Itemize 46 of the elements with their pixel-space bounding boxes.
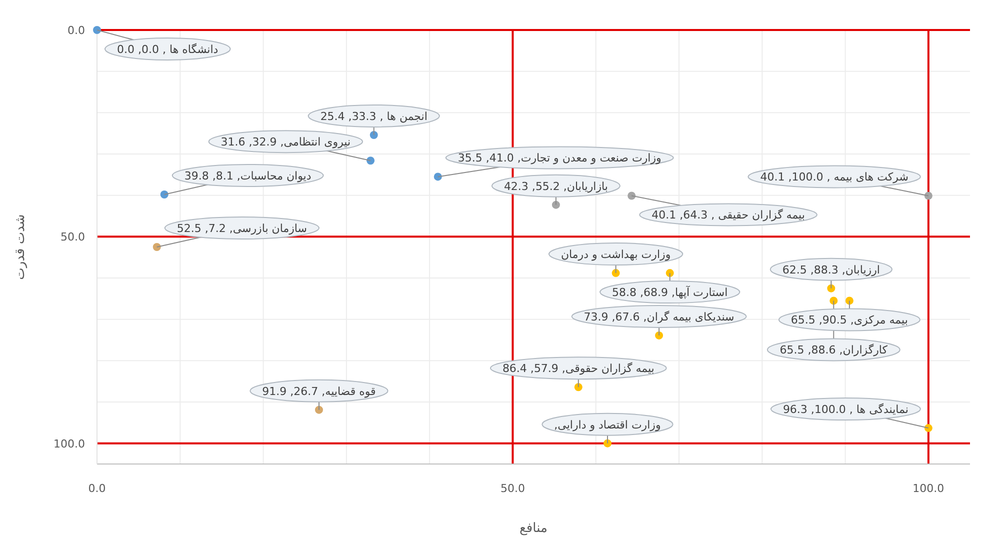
point bbox=[93, 26, 101, 34]
annotation: نمایندگی ها , 100.0, 96.3 bbox=[782, 403, 908, 416]
point bbox=[603, 439, 612, 448]
point bbox=[366, 156, 375, 165]
x-tick-label: 100.0 bbox=[912, 482, 944, 495]
point bbox=[370, 130, 378, 139]
annotation: سازمان بازرسی, 7.2, 52.5 bbox=[176, 222, 307, 235]
annotation: وزارت اقتصاد و دارایی, bbox=[554, 418, 661, 432]
annotation: بازاریابان, 55.2, 42.3 bbox=[504, 180, 608, 193]
point bbox=[314, 406, 323, 414]
point bbox=[434, 172, 442, 181]
y-axis-title: شدت قدرت bbox=[13, 214, 28, 280]
y-tick-label: 0.0 bbox=[68, 24, 85, 37]
point bbox=[552, 200, 560, 209]
annotation: ارزیابان, 88.3, 62.5 bbox=[782, 263, 880, 276]
point bbox=[924, 192, 932, 200]
annotation: وزارت صنعت و معدن و تجارت, 41.0, 35.5 bbox=[458, 152, 662, 165]
annotation: قوه قضاییه, 26.7, 91.9 bbox=[262, 384, 376, 398]
point bbox=[628, 192, 636, 200]
annotation: بیمه مرکزی, 90.5, 65.5 bbox=[790, 314, 908, 327]
annotation: استارت آپها, 68.9, 58.8 bbox=[612, 285, 728, 300]
point bbox=[830, 296, 838, 305]
annotation: دیوان محاسبات, 8.1, 39.8 bbox=[184, 170, 312, 183]
annotation: بیمه گزاران حقیقی , 64.3, 40.1 bbox=[652, 208, 805, 222]
y-tick-label: 50.0 bbox=[60, 230, 85, 244]
point bbox=[152, 243, 161, 251]
point bbox=[574, 383, 582, 392]
annotation: شرکت های بیمه , 100.0, 40.1 bbox=[760, 170, 908, 184]
annotation: دانشگاه ها , 0.0, 0.0 bbox=[117, 43, 218, 56]
y-tick-label: 100.0 bbox=[54, 437, 85, 450]
point bbox=[655, 331, 664, 340]
x-axis-title: منافع bbox=[520, 521, 548, 536]
annotation: کارگزاران, 88.6, 65.5 bbox=[780, 344, 888, 357]
point bbox=[924, 424, 932, 432]
point bbox=[827, 284, 836, 292]
point bbox=[666, 269, 674, 278]
annotation: وزارت بهداشت و درمان bbox=[560, 248, 671, 262]
point bbox=[612, 269, 620, 278]
x-tick-label: 0.0 bbox=[88, 482, 106, 495]
annotation: انجمن ها , 33.3, 25.4 bbox=[320, 110, 428, 123]
point bbox=[160, 190, 168, 199]
annotation: بیمه گزاران حقوقی, 57.9, 86.4 bbox=[502, 362, 654, 376]
annotation: سندیکای بیمه گران, 67.6, 73.9 bbox=[584, 310, 734, 324]
point bbox=[845, 296, 854, 305]
x-tick-label: 50.0 bbox=[500, 482, 525, 495]
annotation: نیروی انتظامی, 32.9, 31.6 bbox=[220, 136, 351, 149]
